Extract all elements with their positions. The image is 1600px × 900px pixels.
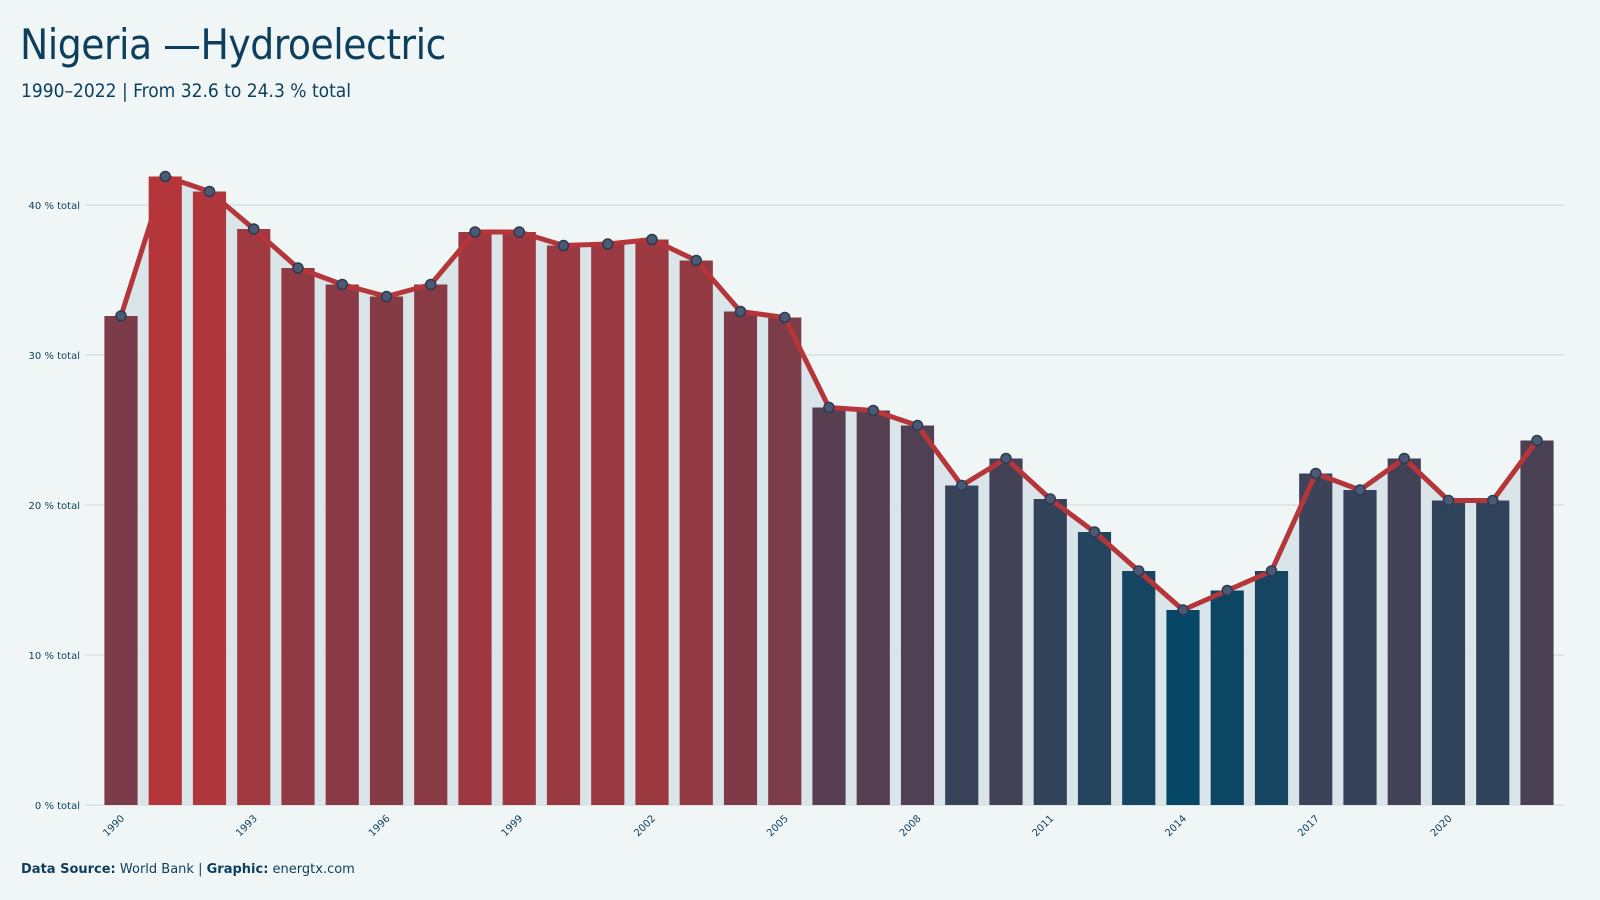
marker-2015 xyxy=(1221,584,1233,597)
chart-subtitle: 1990–2022 | From 32.6 to 24.3 % total xyxy=(21,80,352,102)
marker-1991 xyxy=(159,170,171,183)
marker-2000 xyxy=(557,239,570,252)
marker-2012 xyxy=(1088,526,1101,538)
x-tick-label: 1993 xyxy=(234,813,260,839)
bar-1993 xyxy=(237,229,271,805)
marker-1999 xyxy=(513,226,525,238)
bar-2008 xyxy=(900,425,935,805)
graphic-label: Graphic: xyxy=(206,862,269,877)
y-tick-label: 0 % total xyxy=(35,801,80,812)
marker-2014 xyxy=(1177,604,1189,616)
bar-2002 xyxy=(635,239,669,805)
marker-1994 xyxy=(292,262,304,274)
marker-2018 xyxy=(1354,484,1366,496)
bar-2009 xyxy=(945,485,979,805)
marker-1990 xyxy=(115,310,127,322)
bar-1997 xyxy=(414,284,448,805)
bar-2010 xyxy=(989,458,1023,805)
x-tick-label: 1996 xyxy=(367,813,393,839)
bar-1992 xyxy=(192,191,227,805)
marker-2001 xyxy=(602,238,614,250)
marker-2019 xyxy=(1398,452,1410,465)
y-tick-label: 30 % total xyxy=(29,351,80,362)
x-tick-label: 2008 xyxy=(898,813,924,839)
bar-2004 xyxy=(723,311,758,805)
marker-2011 xyxy=(1044,493,1056,505)
y-tick-label: 40 % total xyxy=(29,201,80,212)
source-label: Data Source: xyxy=(21,862,116,877)
bar-2014 xyxy=(1166,610,1200,805)
bar-2019 xyxy=(1387,458,1421,805)
marker-1997 xyxy=(425,278,437,291)
bars-layer xyxy=(104,176,1554,805)
x-tick-label: 2005 xyxy=(765,813,791,839)
bar-2007 xyxy=(856,410,890,805)
bar-1994 xyxy=(281,268,315,805)
bar-2013 xyxy=(1122,571,1156,805)
markers-layer xyxy=(115,170,1543,616)
x-tick-label: 2014 xyxy=(1163,813,1189,839)
marker-1993 xyxy=(248,223,260,235)
bar-2000 xyxy=(546,245,581,805)
marker-2022 xyxy=(1531,434,1543,447)
x-axis-ticks: 1990 1993 1996 1999 2002 2005 2008 2011 2014 2017… xyxy=(101,813,1454,839)
source-caption: Data Source: World Bank | Graphic: energ… xyxy=(21,862,355,877)
bar-2016 xyxy=(1254,571,1289,805)
marker-1998 xyxy=(469,226,481,238)
y-tick-label: 20 % total xyxy=(29,501,80,512)
x-tick-label: 1999 xyxy=(500,813,526,839)
bar-2015 xyxy=(1210,590,1244,805)
bar-1996 xyxy=(369,296,404,805)
chart-title: Nigeria —Hydroelectric xyxy=(20,20,446,69)
bar-2020 xyxy=(1431,500,1466,805)
marker-2021 xyxy=(1487,494,1499,507)
x-tick-label: 1990 xyxy=(101,813,127,839)
bar-2021 xyxy=(1476,500,1510,805)
bar-2006 xyxy=(812,407,846,805)
x-tick-label: 2020 xyxy=(1429,813,1455,839)
bar-2017 xyxy=(1299,473,1333,805)
bar-2018 xyxy=(1343,490,1377,805)
bar-1998 xyxy=(458,232,492,805)
bar-2001 xyxy=(591,244,625,805)
bar-2012 xyxy=(1077,532,1112,805)
marker-2005 xyxy=(779,311,791,324)
marker-2009 xyxy=(956,479,968,492)
marker-1996 xyxy=(380,290,393,303)
bar-1999 xyxy=(502,232,536,805)
marker-2002 xyxy=(646,233,658,246)
bar-1990 xyxy=(104,316,138,805)
source-value: World Bank xyxy=(119,862,194,877)
x-tick-label: 2011 xyxy=(1031,813,1057,839)
marker-2003 xyxy=(690,254,702,267)
caption-separator: | xyxy=(198,862,203,877)
marker-2017 xyxy=(1310,467,1322,480)
y-axis-ticks: 0 % total 10 % total 20 % total 30 % total 4… xyxy=(29,201,80,812)
bar-2011 xyxy=(1033,499,1067,805)
y-tick-label: 10 % total xyxy=(29,651,80,662)
bar-1995 xyxy=(325,284,359,805)
bar-2005 xyxy=(768,317,802,805)
bar-2003 xyxy=(679,260,713,805)
x-tick-label: 2017 xyxy=(1296,813,1322,839)
graphic-value: energtx.com xyxy=(272,862,355,877)
marker-2004 xyxy=(734,305,747,318)
bar-1991 xyxy=(148,176,182,805)
marker-2010 xyxy=(1000,452,1012,465)
marker-2007 xyxy=(867,404,879,417)
marker-2016 xyxy=(1265,565,1278,577)
marker-2020 xyxy=(1442,494,1455,507)
marker-2008 xyxy=(911,419,924,432)
x-tick-label: 2002 xyxy=(632,813,658,839)
marker-2006 xyxy=(823,401,835,414)
marker-1995 xyxy=(336,278,348,291)
marker-2013 xyxy=(1133,565,1145,577)
marker-1992 xyxy=(203,185,216,198)
bar-2022 xyxy=(1520,440,1554,805)
